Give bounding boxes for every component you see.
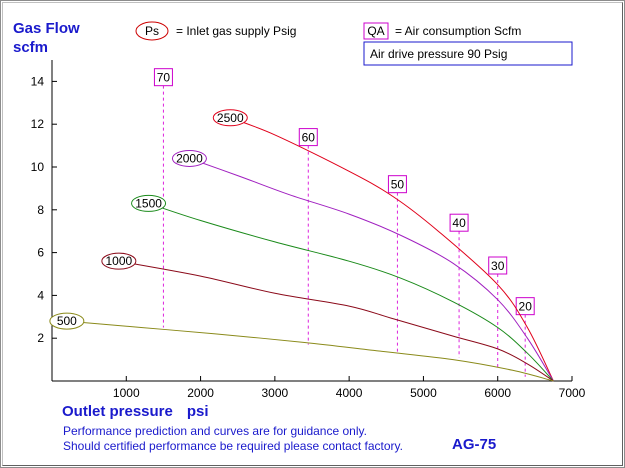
x-tick-label-7000: 7000 — [559, 386, 586, 400]
curve-label-ellipse-2000 — [171, 149, 207, 167]
curve-label-ellipse-500 — [49, 312, 85, 330]
x-axis-label-main: Outlet pressure — [62, 403, 173, 420]
qa-box-30 — [488, 256, 508, 275]
curve-label-2500: 2500 — [217, 111, 244, 125]
y-tick-label-2: 2 — [37, 331, 44, 345]
qa-label-40: 40 — [452, 216, 466, 230]
qa-box-70 — [153, 68, 173, 87]
ps-legend-ellipse — [135, 21, 169, 41]
qa-box-60 — [298, 128, 318, 147]
y-axis-label-line1: Gas Flow — [13, 20, 80, 37]
flow-curves — [66, 117, 554, 382]
air-drive-text: Air drive pressure 90 Psig — [370, 47, 507, 61]
axes: 2 4 6 8 10 12 14 1000 2000 3000 4000 5000 6000 7000 — [31, 60, 586, 400]
qa-legend-text: = Air consumption Scfm — [395, 24, 521, 38]
qa-label-20: 20 — [519, 300, 533, 314]
qa-box-50 — [387, 175, 407, 194]
air-consumption-lines: 70 60 50 40 30 20 — [153, 68, 535, 377]
qa-legend-symbol: QA — [367, 24, 384, 38]
x-axis-label: Outlet pressure psi — [62, 403, 209, 420]
curve-1000 — [118, 260, 554, 382]
y-axis-label-line2: scfm — [13, 39, 48, 56]
model-label: AG-75 — [452, 436, 496, 453]
qa-label-50: 50 — [391, 178, 405, 192]
x-tick-label-6000: 6000 — [484, 386, 511, 400]
curve-label-ellipse-1500 — [131, 194, 167, 212]
x-tick-label-1000: 1000 — [113, 386, 140, 400]
y-tick-label-4: 4 — [37, 288, 44, 302]
curve-1500 — [148, 202, 554, 382]
air-drive-box — [363, 41, 573, 66]
qa-label-30: 30 — [491, 259, 505, 273]
qa-legend-box — [363, 22, 389, 40]
curve-labels: 2500 2000 1500 1000 500 — [49, 109, 248, 330]
curve-2000 — [189, 157, 554, 382]
y-tick-label-12: 12 — [31, 117, 45, 131]
qa-label-70: 70 — [157, 71, 171, 85]
curve-500 — [66, 320, 554, 382]
ps-legend-symbol: Ps — [145, 24, 159, 38]
ps-legend-text: = Inlet gas supply Psig — [176, 24, 296, 38]
curve-label-1000: 1000 — [106, 254, 133, 268]
x-tick-label-4000: 4000 — [336, 386, 363, 400]
curve-label-1500: 1500 — [135, 196, 162, 210]
curve-2500 — [230, 117, 554, 382]
curve-label-2000: 2000 — [176, 151, 203, 165]
curve-label-ellipse-1000 — [101, 252, 137, 270]
footer-note-2: Should certified performance be required… — [63, 439, 403, 453]
y-tick-label-10: 10 — [31, 160, 45, 174]
qa-box-20 — [515, 297, 535, 316]
x-tick-label-2000: 2000 — [187, 386, 214, 400]
x-tick-label-5000: 5000 — [410, 386, 437, 400]
qa-box-40 — [449, 213, 469, 232]
x-axis-label-unit: psi — [187, 403, 209, 420]
x-tick-label-3000: 3000 — [262, 386, 289, 400]
y-tick-label-6: 6 — [37, 246, 44, 260]
footer-note-1: Performance prediction and curves are fo… — [63, 424, 367, 438]
curve-label-ellipse-2500 — [212, 109, 248, 127]
y-tick-label-14: 14 — [31, 74, 45, 88]
y-tick-label-8: 8 — [37, 203, 44, 217]
curve-label-500: 500 — [57, 314, 77, 328]
qa-label-60: 60 — [302, 131, 316, 145]
